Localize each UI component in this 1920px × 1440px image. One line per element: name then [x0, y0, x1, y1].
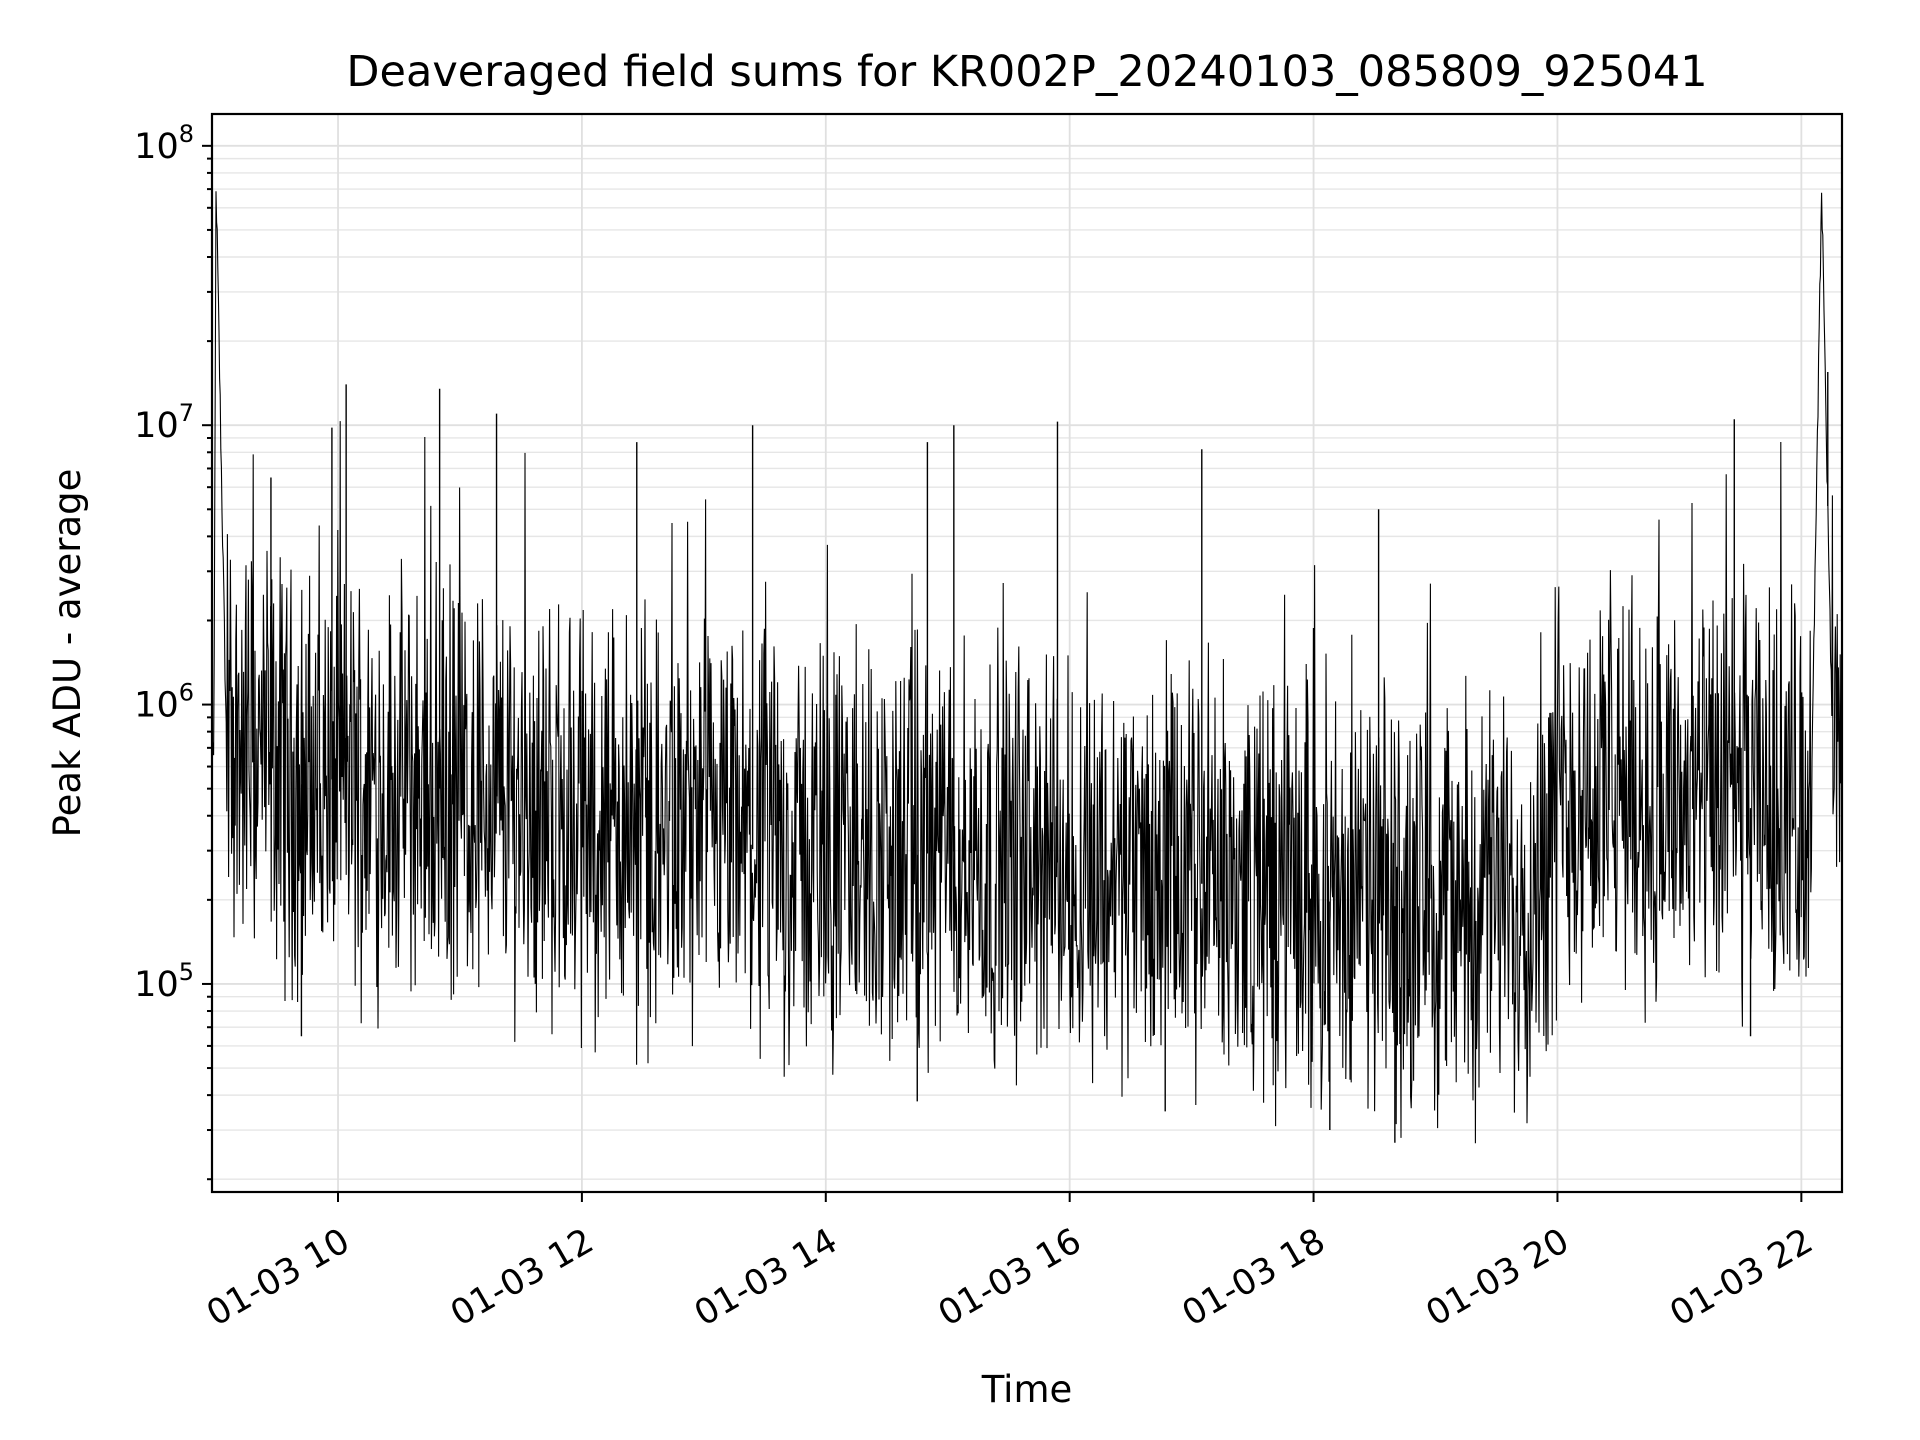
data-series: [212, 191, 1842, 1144]
series-line: [212, 191, 1842, 1144]
x-axis-label: Time: [981, 1368, 1073, 1411]
y-axis-label: Peak ADU - average: [46, 469, 89, 838]
plot-frame: [210, 112, 1844, 1194]
y-tick-label: 108: [134, 120, 194, 167]
y-tick-label: 106: [134, 679, 194, 726]
y-tick-label: 105: [134, 958, 194, 1005]
y-tick-label: 107: [134, 399, 194, 446]
chart-title: Deaveraged field sums for KR002P_2024010…: [346, 47, 1707, 97]
